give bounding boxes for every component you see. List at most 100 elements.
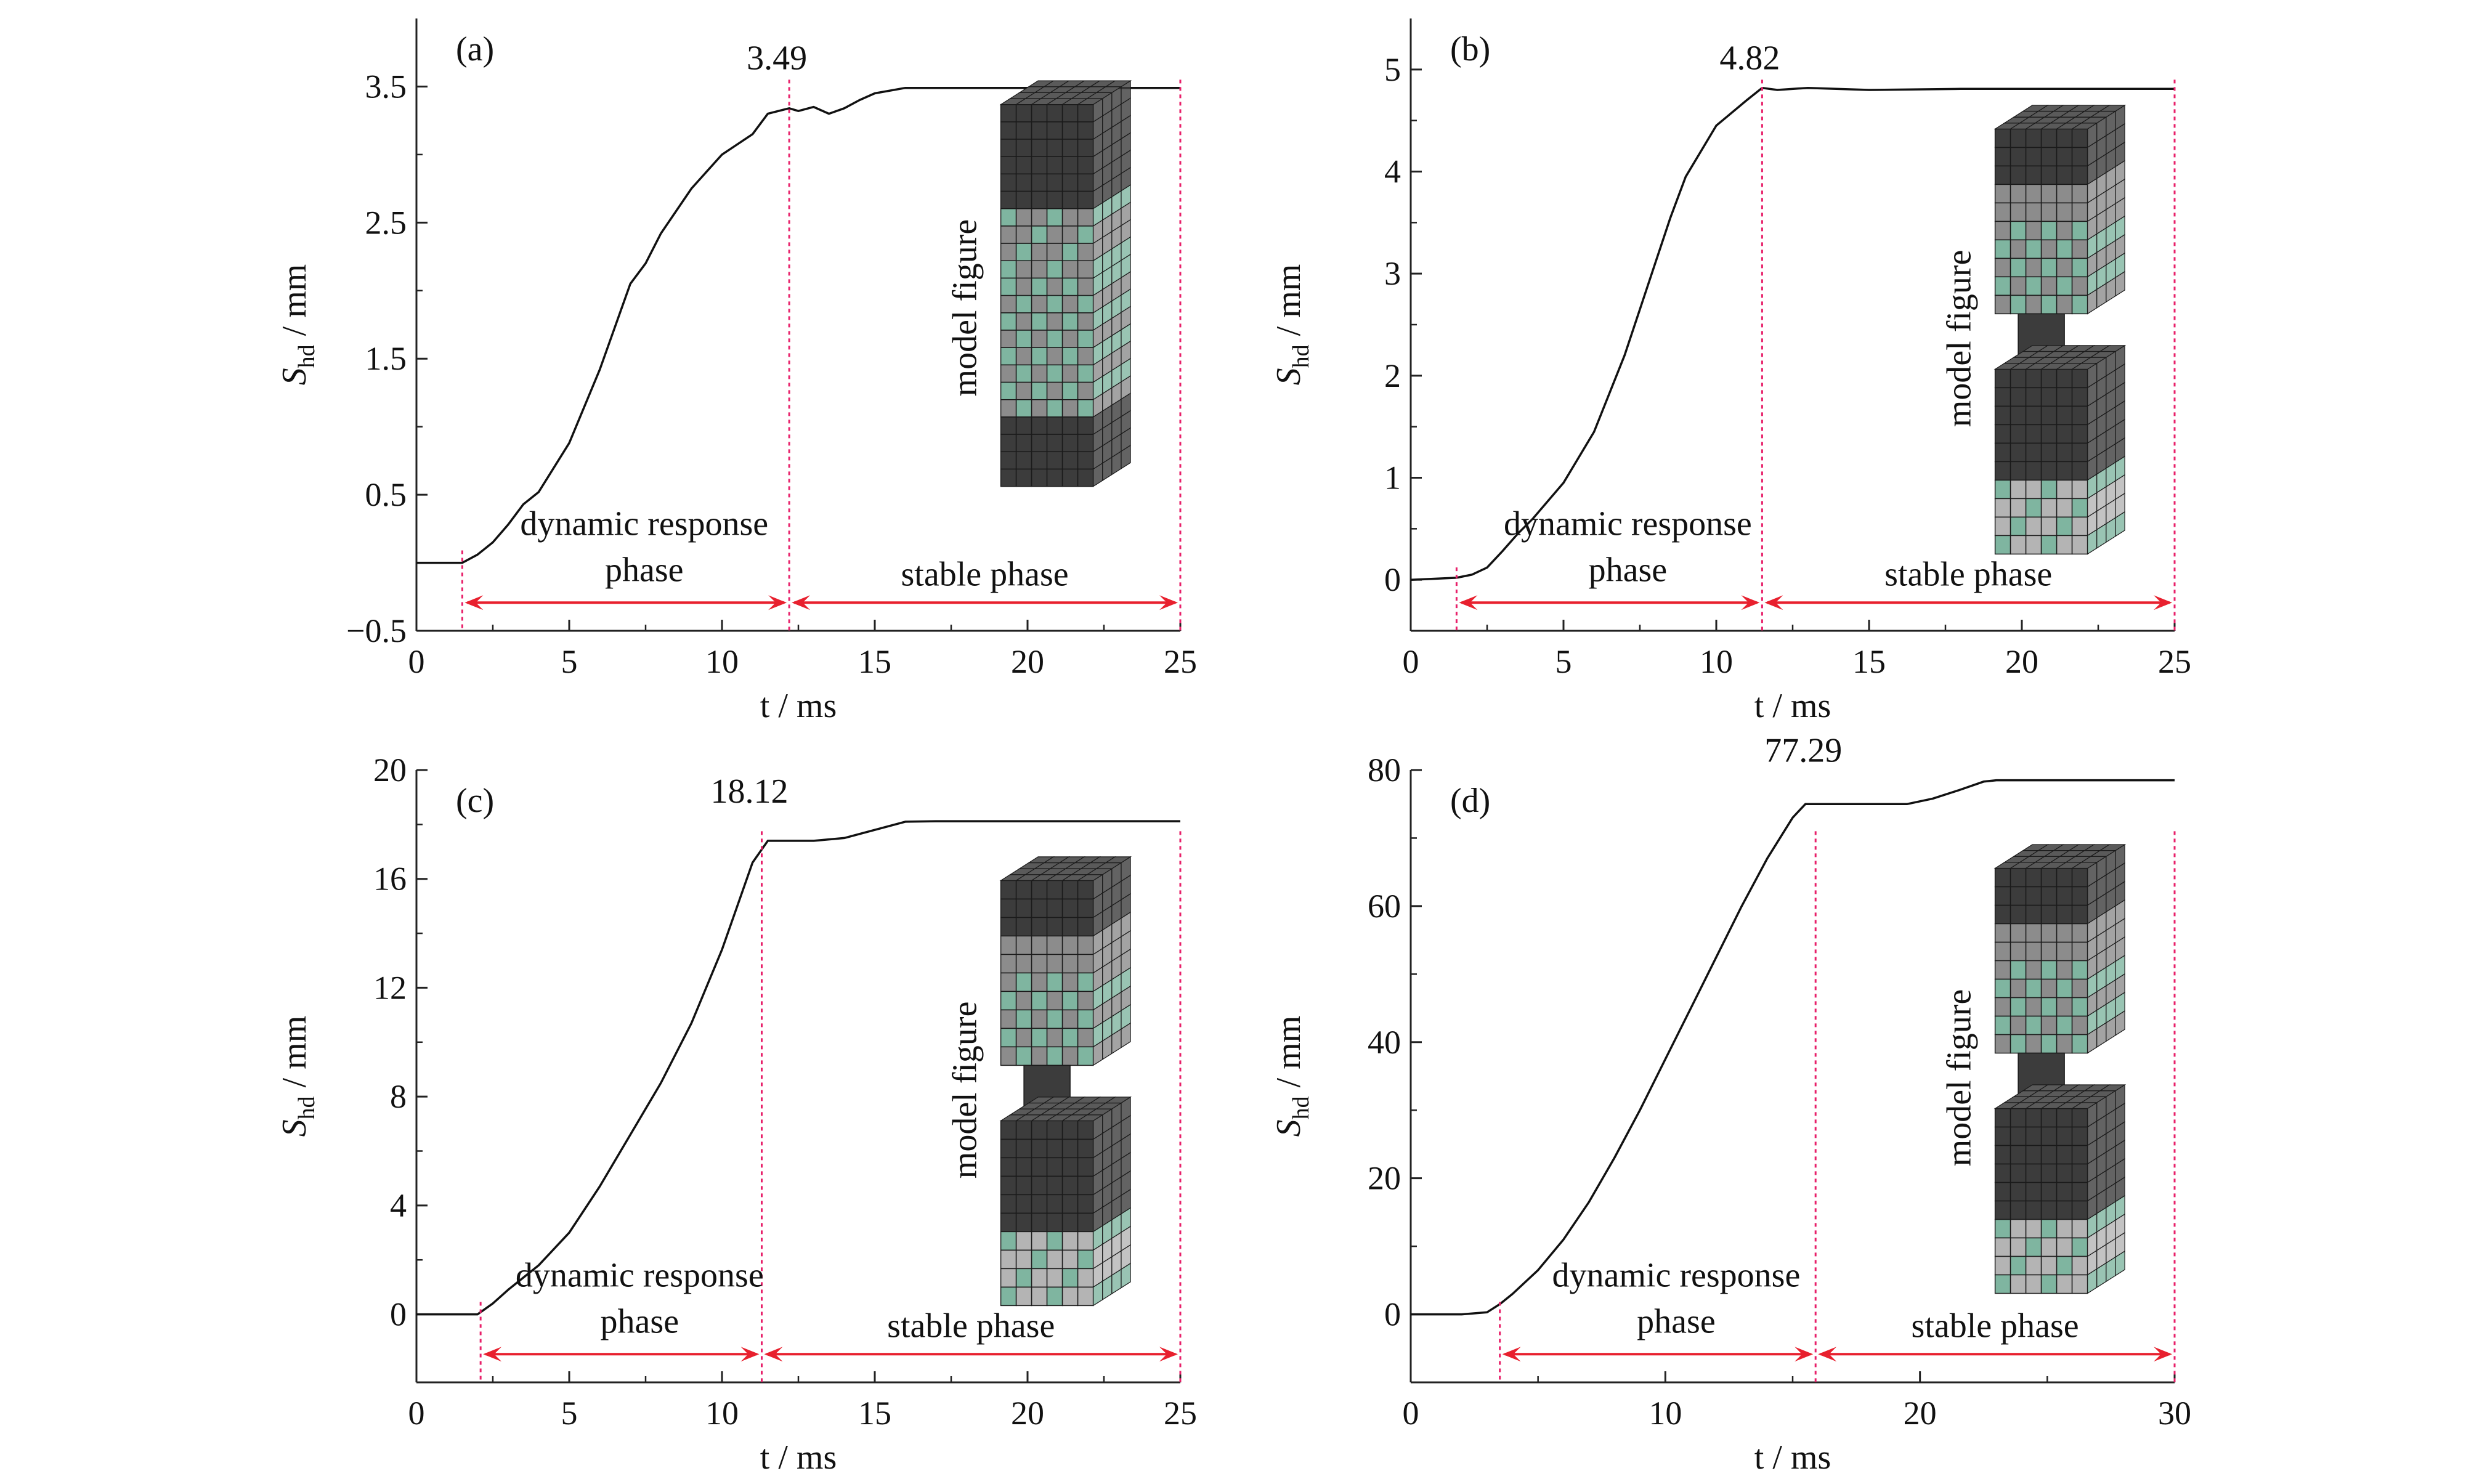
model-cube-cell bbox=[1031, 330, 1048, 348]
model-figure bbox=[999, 856, 1132, 1307]
model-upper-block-cell bbox=[1061, 972, 1079, 992]
model-figure-label: model figure bbox=[946, 219, 984, 397]
model-cube-cell bbox=[1015, 277, 1032, 296]
model-lower-block-cell bbox=[2010, 1182, 2027, 1202]
model-cube-cell bbox=[1031, 312, 1048, 331]
model-cube-cell bbox=[1046, 330, 1063, 348]
model-lower-block-cell bbox=[2025, 368, 2042, 389]
model-lower-block-cell bbox=[2025, 479, 2042, 500]
model-lower-block-cell bbox=[2010, 442, 2027, 463]
data-point bbox=[415, 1313, 418, 1316]
displacement-curve bbox=[1411, 779, 2175, 1316]
model-lower-block-cell bbox=[2040, 1182, 2058, 1202]
y-tick-label: 3.5 bbox=[365, 68, 407, 105]
model-lower-block-cell bbox=[1015, 1286, 1032, 1307]
model-upper-block-cell bbox=[2025, 904, 2042, 925]
data-point bbox=[1690, 1007, 1692, 1010]
model-upper-block-cell bbox=[2025, 867, 2042, 888]
model-lower-block-cell bbox=[1077, 1194, 1094, 1214]
model-lower-block-cell bbox=[2010, 498, 2027, 518]
model-upper-block-cell bbox=[2010, 1015, 2027, 1036]
model-upper-block-cell bbox=[2056, 202, 2073, 222]
model-lower-block-cell bbox=[1046, 1194, 1063, 1214]
model-lower-block-cell bbox=[1031, 1157, 1048, 1177]
model-cube-cell bbox=[1061, 190, 1079, 209]
x-tick-label: 0 bbox=[1403, 1395, 1419, 1432]
arrow-head-left bbox=[792, 595, 811, 610]
data-point bbox=[492, 541, 494, 543]
data-point bbox=[599, 1185, 601, 1188]
model-upper-block-cell bbox=[2025, 147, 2042, 167]
panel-label: (d) bbox=[1450, 782, 1490, 820]
data-point bbox=[461, 562, 463, 564]
data-point bbox=[1906, 803, 1908, 805]
model-upper-block-cell bbox=[2040, 923, 2058, 943]
model-lower-block-cell bbox=[1061, 1268, 1079, 1288]
model-cube-cell bbox=[1061, 416, 1079, 435]
model-upper-block-cell bbox=[2056, 165, 2073, 185]
model-lower-block-cell bbox=[2071, 424, 2088, 444]
model-upper-block-cell bbox=[1046, 917, 1063, 937]
data-point bbox=[660, 1082, 662, 1084]
model-upper-block-cell bbox=[1994, 276, 2011, 296]
model-lower-block-cell bbox=[1994, 1237, 2011, 1257]
data-point bbox=[721, 153, 723, 156]
model-upper-block-cell bbox=[2040, 960, 2058, 980]
model-upper-block-cell bbox=[1077, 1009, 1094, 1029]
model-lower-block-top-cell bbox=[1104, 1097, 1132, 1104]
model-cube-cell bbox=[1046, 364, 1063, 383]
model-upper-block-cell bbox=[2056, 886, 2073, 906]
model-upper-block-cell bbox=[1015, 880, 1032, 900]
model-lower-block-cell bbox=[1994, 461, 2011, 481]
model-lower-block-cell bbox=[2056, 1255, 2073, 1276]
model-lower-block-cell bbox=[1015, 1249, 1032, 1270]
data-point bbox=[507, 524, 509, 526]
y-axis-symbol: S bbox=[275, 368, 314, 385]
model-upper-block-cell bbox=[2071, 1034, 2088, 1054]
model-lower-block-cell bbox=[2040, 516, 2058, 537]
model-cube-cell bbox=[1015, 330, 1032, 348]
model-cube-cell bbox=[1031, 156, 1048, 175]
data-point bbox=[813, 106, 815, 108]
model-upper-block-cell bbox=[1994, 165, 2011, 185]
model-cube-cell bbox=[1031, 399, 1048, 418]
model-upper-block-cell bbox=[1000, 898, 1017, 918]
model-upper-block-cell bbox=[1994, 904, 2011, 925]
x-tick-label: 10 bbox=[1700, 643, 1733, 680]
data-point bbox=[1639, 1109, 1641, 1111]
model-cube-cell bbox=[1061, 451, 1079, 470]
model-cube-cell bbox=[1000, 312, 1017, 331]
data-point bbox=[782, 840, 784, 842]
model-cube-cell bbox=[1046, 451, 1063, 470]
model-cube-cell bbox=[1015, 208, 1032, 227]
model-cube-cell bbox=[1077, 468, 1094, 487]
dynamic-phase-label-line2: phase bbox=[601, 1302, 679, 1340]
model-cube-cell bbox=[1061, 381, 1079, 400]
model-lower-block-cell bbox=[2025, 1108, 2042, 1128]
data-point bbox=[1791, 816, 1794, 819]
peak-value-label: 3.49 bbox=[747, 39, 807, 78]
model-upper-block-cell bbox=[1994, 294, 2011, 315]
y-axis-unit: / mm bbox=[1270, 1016, 1308, 1097]
model-cube-cell bbox=[1061, 173, 1079, 192]
model-cube-cell bbox=[1000, 381, 1017, 400]
model-cube-cell bbox=[1046, 347, 1063, 366]
model-cube-cell bbox=[1000, 190, 1017, 209]
model-cube-cell bbox=[1077, 277, 1094, 296]
data-point bbox=[1537, 1269, 1539, 1271]
model-lower-block-cell bbox=[2040, 1108, 2058, 1128]
model-upper-block-top-cell bbox=[2098, 105, 2127, 112]
data-point bbox=[721, 949, 723, 951]
model-lower-block-cell bbox=[2056, 498, 2073, 518]
model-cube-cell bbox=[1046, 381, 1063, 400]
model-cube-cell bbox=[1077, 139, 1094, 157]
panel-b: 0 5 10 15 20 25 0 1 2 3 4 5 t / ms Shd / mm (b) 4.82 dyn… bbox=[1270, 18, 2191, 725]
dynamic-phase-label-line1: dynamic response bbox=[1504, 505, 1752, 543]
data-point bbox=[874, 829, 876, 831]
model-lower-block-cell bbox=[2025, 405, 2042, 426]
stable-phase-label: stable phase bbox=[887, 1307, 1055, 1345]
model-lower-block-cell bbox=[1046, 1231, 1063, 1251]
model-lower-block-cell bbox=[2010, 1218, 2027, 1239]
model-upper-block-cell bbox=[1994, 867, 2011, 888]
model-upper-block-cell bbox=[1061, 880, 1079, 900]
